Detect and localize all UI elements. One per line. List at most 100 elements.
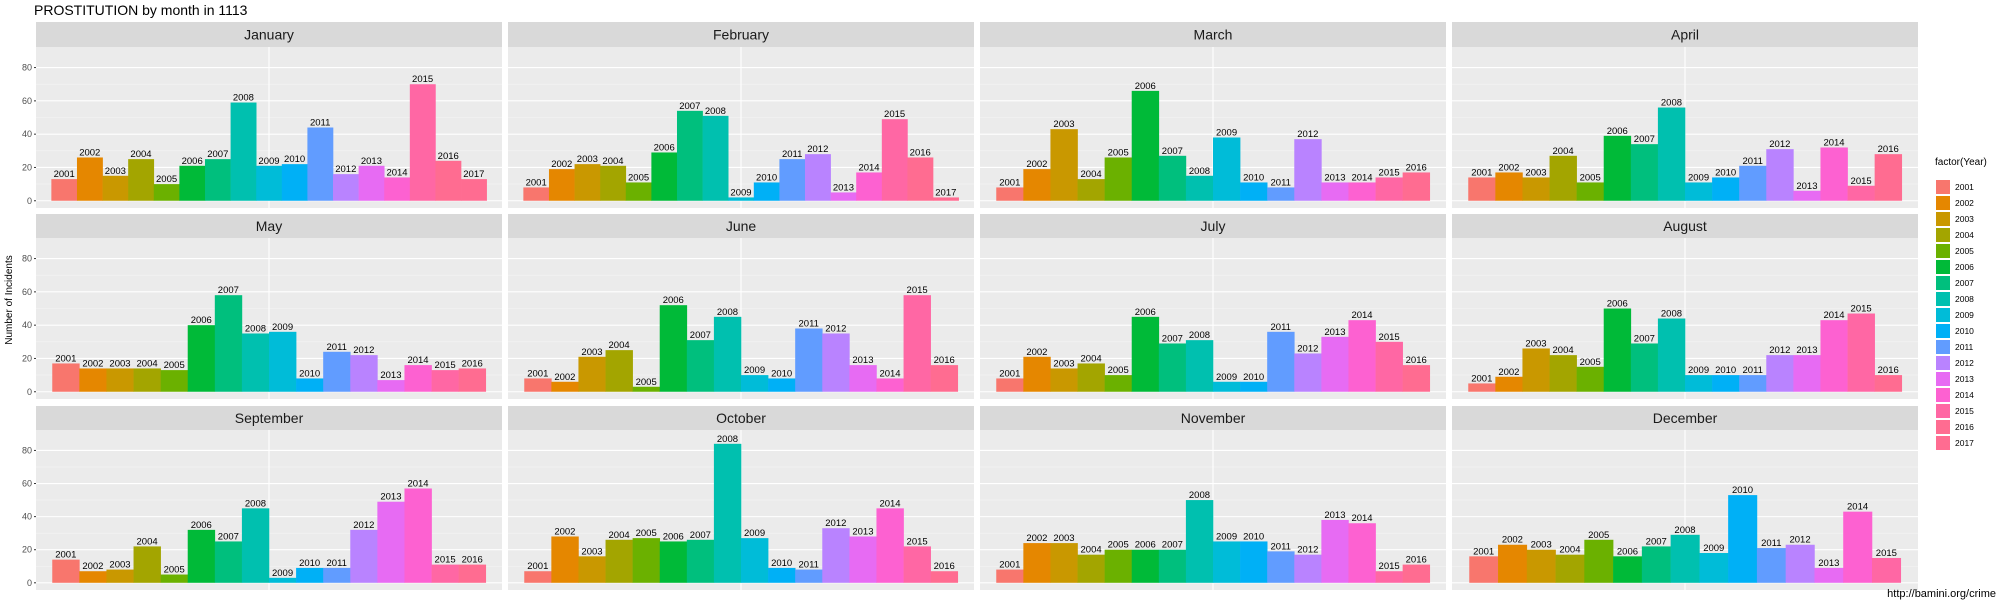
y-tick-label: 0: [27, 578, 32, 588]
bar-label-2002: 2002: [1498, 367, 1519, 378]
bar-2002: [79, 368, 107, 392]
panel-may: May 2001 2002 2003 2004 2005 2006 2007 2008 2009 2…: [36, 214, 502, 399]
bar-2012: [822, 528, 850, 583]
legend-label-2007: 2007: [1955, 278, 1974, 288]
strip-label: October: [716, 410, 766, 426]
bar-label-2007: 2007: [1162, 333, 1183, 344]
bar-label-2006: 2006: [1135, 540, 1156, 551]
bar-label-2016: 2016: [1878, 144, 1899, 155]
bar-label-2015: 2015: [1851, 304, 1872, 315]
bar-label-2008: 2008: [233, 93, 254, 104]
legend-key-2002: [1936, 196, 1950, 210]
bar-2004: [600, 165, 627, 201]
bar-label-2013: 2013: [361, 156, 382, 167]
bar-2016: [1402, 172, 1431, 201]
strip-background: [36, 22, 502, 47]
bar-label-2003: 2003: [1531, 540, 1552, 551]
bar-label-2006: 2006: [191, 520, 212, 531]
legend-label-2017: 2017: [1955, 438, 1974, 448]
bar-label-2007: 2007: [690, 330, 711, 341]
bar-2001: [1469, 556, 1499, 583]
panel-june: June 2001 2002 2003 2004 2005 2006 2007 2008 2009…: [508, 214, 974, 399]
bar-2005: [160, 370, 189, 392]
bar-2011: [307, 127, 334, 201]
bar-2015: [431, 564, 459, 583]
bar-label-2015: 2015: [1851, 176, 1872, 187]
bar-label-2016: 2016: [934, 561, 955, 572]
bar-2012: [350, 355, 378, 392]
bar-label-2015: 2015: [1379, 332, 1400, 343]
bar-label-2006: 2006: [1607, 126, 1628, 137]
bar-label-2013: 2013: [852, 526, 873, 537]
bar-label-2008: 2008: [245, 323, 266, 334]
strip-label: March: [1194, 27, 1233, 43]
bar-2015: [1375, 571, 1403, 583]
bar-2001: [523, 187, 550, 201]
bar-2006: [1603, 135, 1632, 201]
bar-2004: [1555, 554, 1585, 583]
bar-2015: [881, 119, 908, 201]
bar-label-2007: 2007: [1634, 333, 1655, 344]
bar-2001: [1468, 177, 1496, 201]
bar-label-2002: 2002: [551, 159, 572, 170]
legend-label-2001: 2001: [1955, 182, 1974, 192]
strip-background: [980, 214, 1446, 238]
bar-2013: [377, 380, 405, 392]
bar-label-2001: 2001: [999, 560, 1020, 571]
bar-label-2007: 2007: [1162, 540, 1183, 551]
bar-label-2008: 2008: [1661, 98, 1682, 109]
strip-background: [980, 22, 1446, 47]
bar-label-2012: 2012: [807, 144, 828, 155]
legend-key-2017: [1936, 436, 1950, 450]
y-tick-label: 80: [22, 254, 32, 264]
bar-label-2010: 2010: [1243, 531, 1264, 542]
bar-label-2001: 2001: [999, 177, 1020, 188]
bar-2017: [461, 179, 487, 201]
chart-title: PROSTITUTION by month in 1113: [34, 2, 248, 18]
bar-2007: [1630, 343, 1659, 392]
bar-2016: [435, 160, 462, 201]
bar-label-2003: 2003: [105, 166, 126, 177]
bar-2015: [903, 546, 931, 583]
bar-2004: [1549, 155, 1577, 201]
bar-2012: [1294, 139, 1322, 201]
legend-key-2008: [1936, 292, 1950, 306]
bar-label-2006: 2006: [663, 531, 684, 542]
bar-2010: [1712, 375, 1740, 392]
legend-key-2015: [1936, 404, 1950, 418]
bar-2007: [1630, 144, 1659, 201]
bar-2004: [605, 539, 633, 583]
y-tick-label: 40: [22, 320, 32, 330]
y-tick-label: 40: [22, 512, 32, 522]
legend-label-2013: 2013: [1955, 374, 1974, 384]
bar-2009: [1699, 553, 1729, 583]
bar-label-2013: 2013: [1324, 172, 1345, 183]
bar-label-2006: 2006: [654, 142, 675, 153]
bar-2005: [632, 538, 661, 583]
bar-2008: [1657, 107, 1686, 201]
bar-label-2012: 2012: [1769, 139, 1790, 150]
bar-2007: [676, 110, 703, 201]
bar-2009: [269, 331, 297, 392]
bar-label-2006: 2006: [191, 315, 212, 326]
bar-label-2005: 2005: [164, 360, 185, 371]
bar-2008: [241, 333, 270, 392]
bar-label-2007: 2007: [690, 530, 711, 541]
bar-2002: [1495, 172, 1523, 201]
bar-2014: [1348, 523, 1376, 583]
bar-label-2012: 2012: [335, 164, 356, 175]
bar-label-2011: 2011: [1743, 156, 1763, 167]
legend-key-2013: [1936, 372, 1950, 386]
bar-2013: [1793, 190, 1821, 201]
legend-key-2005: [1936, 244, 1950, 258]
bar-label-2008: 2008: [1189, 490, 1210, 501]
bar-2010: [1240, 182, 1268, 201]
strip-background: [980, 406, 1446, 430]
bar-label-2011: 2011: [327, 342, 347, 353]
bar-label-2003: 2003: [581, 347, 602, 358]
bar-label-2004: 2004: [1081, 545, 1102, 556]
bar-2010: [1240, 541, 1268, 583]
bar-2012: [1294, 554, 1322, 583]
bar-label-2005: 2005: [1108, 540, 1129, 551]
bar-2005: [625, 182, 652, 201]
